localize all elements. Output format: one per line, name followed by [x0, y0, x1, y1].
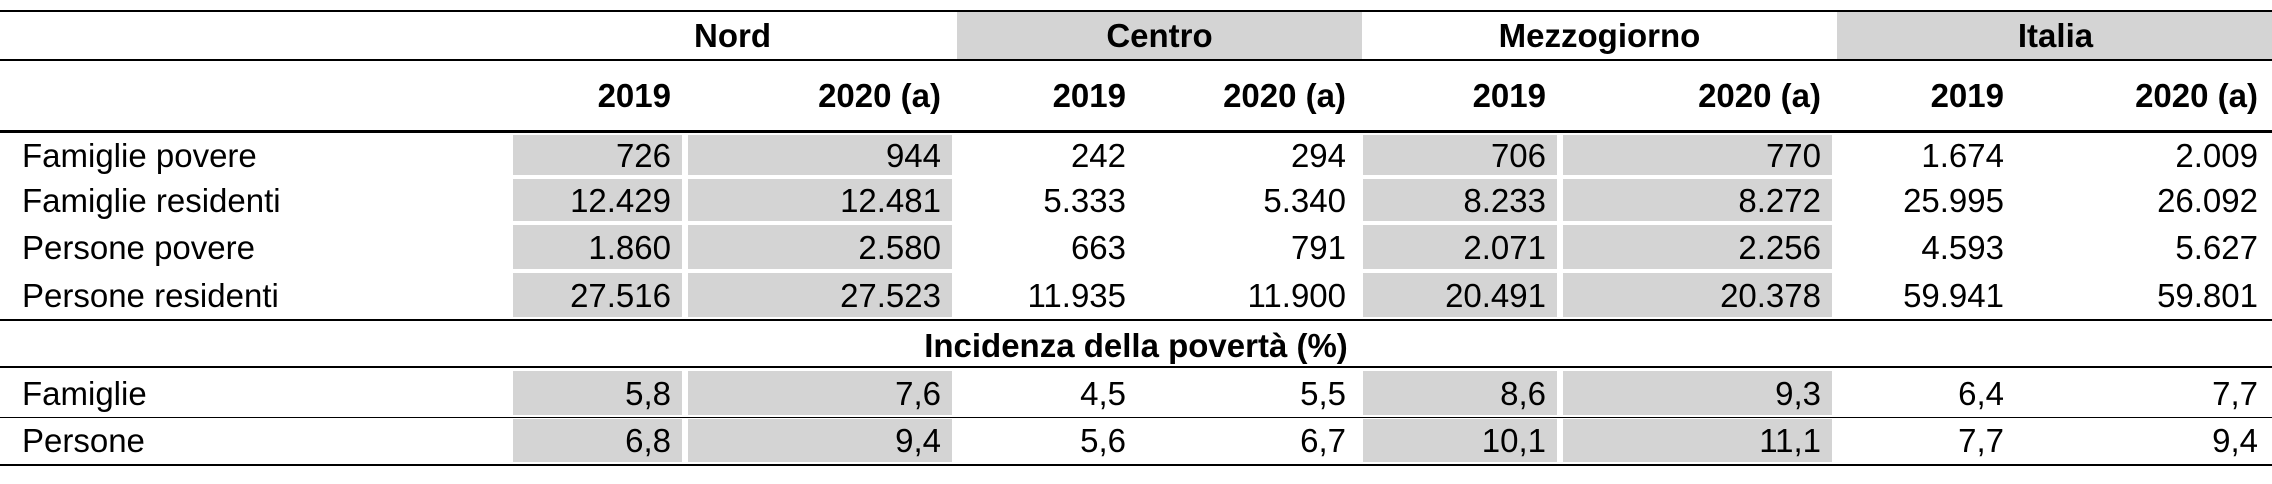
- table-row-value: 706: [1363, 135, 1557, 175]
- year-header-italia-2019: 2019: [1930, 76, 2004, 114]
- bottom-rule: [0, 464, 2272, 466]
- year-header-centro-2019: 2019: [1052, 76, 1126, 114]
- incidence-row-value: 5,5: [1300, 374, 1346, 412]
- year-header-mezzogiorno-2019: 2019: [1472, 76, 1546, 114]
- header-bottom-rule: [0, 130, 2272, 133]
- table-row-value: 242: [1070, 136, 1126, 174]
- table-row-value: 5.627: [2175, 228, 2258, 266]
- incidence-row-value: 6,4: [1958, 374, 2004, 412]
- region-header-italia: Italia: [1837, 12, 2272, 59]
- incidence-row-value: 4,5: [1080, 374, 1126, 412]
- table-row-value: 1.674: [1921, 136, 2004, 174]
- table-row-value: 2.580: [688, 225, 952, 269]
- table-row-label: Persone povere: [22, 228, 255, 266]
- table-row-label: Famiglie residenti: [22, 181, 281, 219]
- table-row-value: 27.523: [688, 273, 952, 317]
- section-title: Incidenza della povertà (%): [924, 327, 1348, 364]
- section-rule-top: [0, 319, 2272, 321]
- incidence-row-value: 5,8: [513, 371, 682, 415]
- year-header-nord-2019: 2019: [597, 76, 671, 114]
- incidence-row-value: 6,7: [1300, 422, 1346, 459]
- incidence-row-value: 5,6: [1080, 422, 1126, 459]
- table-row-value: 20.378: [1563, 273, 1832, 317]
- table-row-value: 2.009: [2175, 136, 2258, 174]
- year-header-centro-2020: 2020 (a): [1223, 76, 1346, 114]
- table-row-value: 4.593: [1921, 228, 2004, 266]
- region-header-centro: Centro: [957, 12, 1362, 59]
- header-rule: [0, 59, 2272, 61]
- incidence-row-value: 7,7: [1958, 422, 2004, 459]
- table-row-value: 2.256: [1563, 225, 1832, 269]
- table-row-value: 294: [1290, 136, 1346, 174]
- table-row-value: 27.516: [513, 273, 682, 317]
- table-row-value: 5.333: [1043, 181, 1126, 219]
- table-row-value: 25.995: [1903, 181, 2004, 219]
- incidence-row-value: 10,1: [1363, 419, 1557, 462]
- table-row-value: 5.340: [1263, 181, 1346, 219]
- incidence-row-value: 8,6: [1363, 371, 1557, 415]
- table-row-value: 11.900: [1247, 276, 1346, 314]
- incidence-row-value: 7,7: [2212, 374, 2258, 412]
- table-row-value: 2.071: [1363, 225, 1557, 269]
- incidence-row-label: Persone: [22, 422, 145, 459]
- table-row-value: 59.801: [2157, 276, 2258, 314]
- table-row-label: Famiglie povere: [22, 136, 257, 174]
- incidence-row-value: 9,4: [688, 419, 952, 462]
- incidence-row-value: 6,8: [513, 419, 682, 462]
- table-row-value: 944: [688, 135, 952, 175]
- table-row-value: 770: [1563, 135, 1832, 175]
- year-header-nord-2020: 2020 (a): [818, 76, 941, 114]
- poverty-table: Nord Centro Mezzogiorno Italia 2019 2020 (a) 2…: [0, 10, 2272, 482]
- year-header-mezzogiorno-2020: 2020 (a): [1698, 76, 1821, 114]
- section-rule-bottom: [0, 366, 2272, 368]
- table-row-value: 12.429: [513, 179, 682, 221]
- table-row-value: 663: [1070, 228, 1126, 266]
- table-row-label: Persone residenti: [22, 276, 279, 314]
- table-row-value: 20.491: [1363, 273, 1557, 317]
- region-header-mezzogiorno: Mezzogiorno: [1498, 17, 1701, 54]
- incidence-row-value: 9,4: [2212, 422, 2258, 459]
- table-row-value: 8.233: [1363, 179, 1557, 221]
- top-rule: [0, 10, 2272, 12]
- incidence-row-value: 7,6: [688, 371, 952, 415]
- row-rule: [0, 417, 2272, 418]
- incidence-row-value: 11,1: [1563, 419, 1832, 462]
- table-row-value: 11.935: [1027, 276, 1126, 314]
- incidence-row-value: 9,3: [1563, 371, 1832, 415]
- region-header-nord: Nord: [694, 17, 771, 54]
- table-row-value: 1.860: [513, 225, 682, 269]
- table-row-value: 726: [513, 135, 682, 175]
- table-row-value: 791: [1290, 228, 1346, 266]
- table-row-value: 8.272: [1563, 179, 1832, 221]
- year-header-italia-2020: 2020 (a): [2135, 76, 2258, 114]
- table-row-value: 12.481: [688, 179, 952, 221]
- incidence-row-label: Famiglie: [22, 374, 147, 412]
- table-row-value: 26.092: [2157, 181, 2258, 219]
- table-row-value: 59.941: [1903, 276, 2004, 314]
